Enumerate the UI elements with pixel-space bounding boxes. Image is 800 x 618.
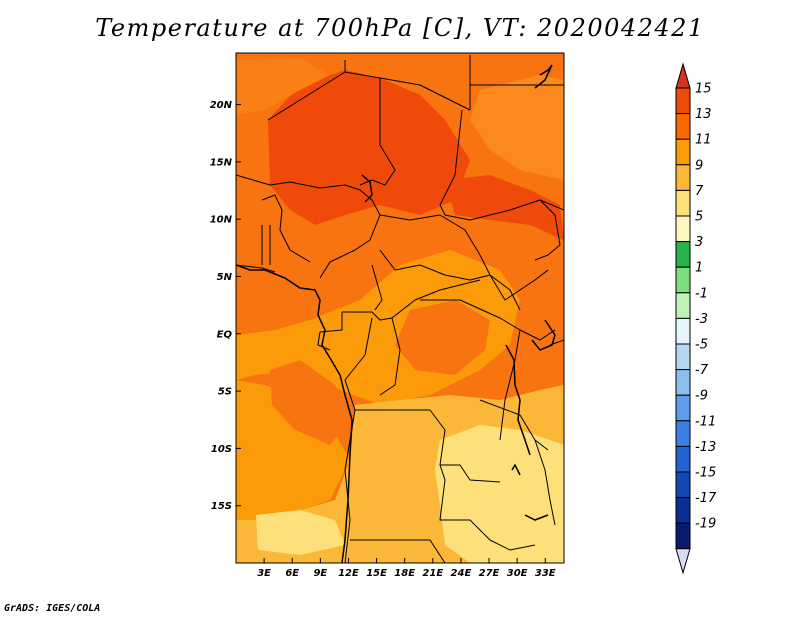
- colorbar-segment: [675, 164, 691, 191]
- colorbar-label: -3: [695, 312, 708, 327]
- x-tick-label: 6E: [285, 568, 299, 579]
- x-tick-label: 18E: [394, 568, 415, 579]
- colorbar-label: 11: [695, 133, 712, 148]
- colorbar-label: -17: [695, 491, 717, 506]
- x-tick-label: 9E: [313, 568, 327, 579]
- x-tick-label: 33E: [535, 568, 556, 579]
- field-region-9-west: [236, 380, 350, 520]
- y-tick-label: EQ: [217, 329, 233, 340]
- colorbar-segment: [675, 471, 691, 499]
- colorbar-segment: [675, 317, 691, 345]
- x-axis-ticks: 3E 6E 9E 12E 15E 18E 21E 24E 27E 30E 33E: [257, 558, 556, 579]
- grads-credit: GrADS: IGES/COLA: [4, 603, 101, 614]
- colorbar-segment: [675, 343, 691, 371]
- colorbar-segment: [675, 445, 691, 473]
- colorbar-label: -1: [695, 286, 708, 301]
- colorbar-segment: [675, 87, 691, 115]
- y-tick-label: 10S: [211, 444, 232, 455]
- field-patch-11-gabon: [270, 360, 350, 445]
- x-tick-label: 3E: [257, 568, 271, 579]
- y-tick-label: 10N: [210, 215, 233, 226]
- field-patch-11-east: [470, 75, 564, 180]
- field-patch-11-congo: [395, 300, 490, 375]
- colorbar-segment: [675, 292, 691, 319]
- warm-region-sahel-east: [445, 175, 564, 240]
- map-frame: [235, 52, 565, 564]
- colorbar-segment: [675, 522, 691, 550]
- colorbar-segment: [675, 215, 691, 243]
- colorbar-top-arrow: [675, 62, 691, 89]
- y-tick-label: 15N: [210, 157, 233, 168]
- colorbar-segment: [675, 369, 691, 396]
- colorbar: 15 13 11 9 7 5 3 1 -1 -3 -5 -7 -9 -11 -13 -15 -17 -19: [675, 62, 717, 575]
- y-tick-label: 20N: [210, 100, 233, 111]
- x-tick-label: 12E: [338, 568, 359, 579]
- colorbar-segment: [675, 394, 691, 422]
- x-tick-label: 21E: [422, 568, 443, 579]
- colorbar-bottom-arrow: [675, 548, 691, 575]
- chart-title: Temperature at 700hPa [C], VT: 202004242…: [95, 14, 705, 42]
- colorbar-label: -13: [695, 440, 716, 455]
- colorbar-label: 9: [695, 158, 703, 173]
- x-tick-label: 27E: [479, 568, 500, 579]
- colorbar-segment: [675, 266, 691, 294]
- field-patch-11-north: [236, 58, 330, 115]
- temperature-field: [236, 53, 564, 563]
- x-tick-label: 15E: [366, 568, 387, 579]
- x-tick-label: 24E: [451, 568, 472, 579]
- colorbar-segment: [675, 189, 691, 217]
- colorbar-label: 13: [695, 107, 712, 122]
- y-axis-ticks: 20N 15N 10N 5N EQ 5S 10S 15S: [210, 100, 241, 512]
- field-patch-5-sw: [256, 510, 345, 555]
- colorbar-segment: [675, 241, 691, 268]
- field-region-5-south: [435, 425, 564, 563]
- country-borders: [236, 55, 564, 563]
- colorbar-label: 5: [695, 210, 703, 225]
- colorbar-label: -7: [695, 363, 709, 378]
- colorbar-label: 7: [695, 184, 704, 199]
- x-tick-label: 30E: [507, 568, 528, 579]
- colorbar-segment: [675, 420, 691, 447]
- y-tick-label: 15S: [211, 501, 232, 512]
- colorbar-segment: [675, 138, 691, 166]
- y-tick-label: 5S: [218, 387, 232, 398]
- colorbar-label: 1: [695, 261, 703, 276]
- warm-region-north: [268, 70, 470, 225]
- colorbar-label: -19: [695, 517, 716, 532]
- colorbar-segment: [675, 497, 691, 524]
- colorbar-label: 3: [695, 235, 703, 250]
- y-tick-label: 5N: [217, 272, 233, 283]
- colorbar-label: -15: [695, 466, 716, 481]
- colorbar-label: -9: [695, 389, 708, 404]
- colorbar-label: -11: [695, 414, 716, 429]
- colorbar-segment: [675, 113, 691, 140]
- colorbar-label: 15: [695, 82, 712, 97]
- colorbar-label: -5: [695, 338, 708, 353]
- coastlines: [236, 64, 556, 563]
